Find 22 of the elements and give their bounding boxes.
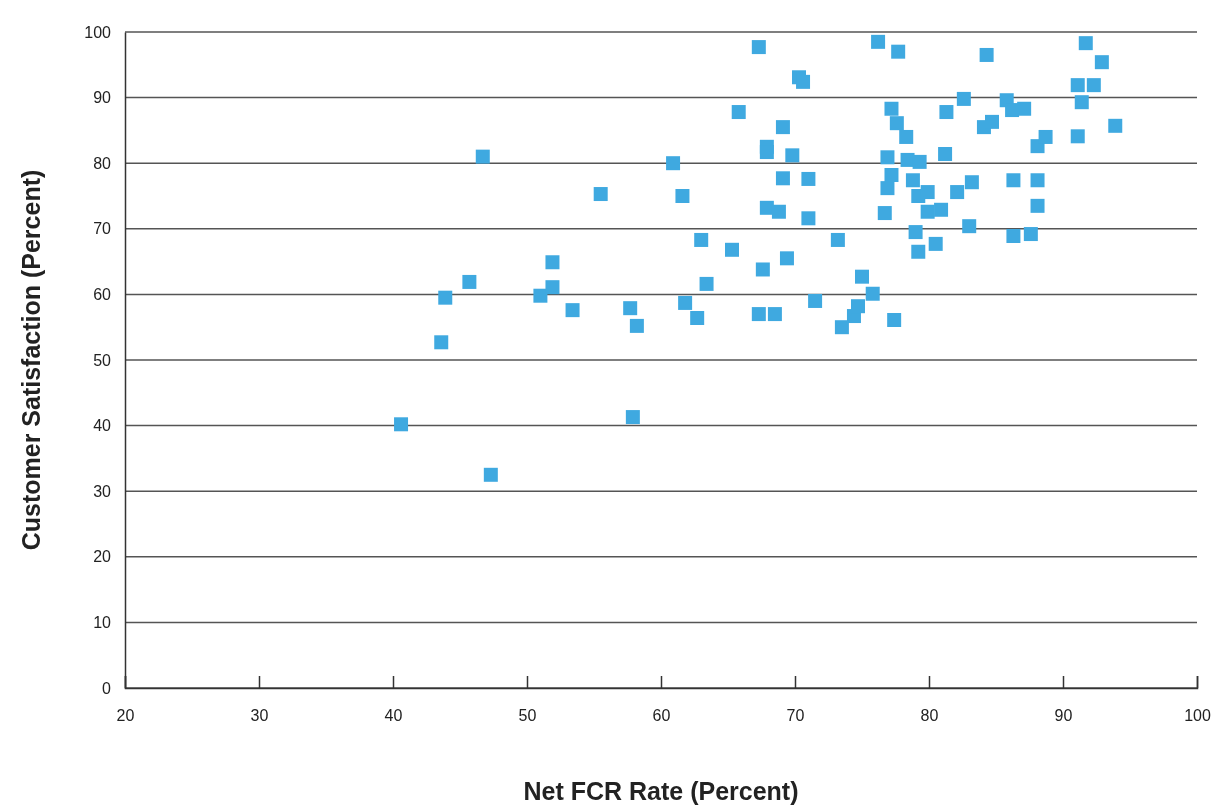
x-tick-label: 50 bbox=[518, 707, 537, 725]
y-tick-label: 40 bbox=[93, 417, 112, 435]
x-tick-label: 20 bbox=[116, 707, 135, 725]
y-tick-label: 50 bbox=[93, 351, 112, 369]
y-tick-label: 80 bbox=[93, 154, 112, 172]
y-tick-label: 60 bbox=[93, 286, 112, 304]
y-tick-label: 90 bbox=[93, 89, 112, 107]
x-tick-label: 90 bbox=[1054, 707, 1073, 725]
y-tick-label: 70 bbox=[93, 220, 112, 238]
x-tick-label: 40 bbox=[384, 707, 403, 725]
y-tick-label: 20 bbox=[93, 548, 112, 566]
x-tick-label: 100 bbox=[1184, 707, 1211, 725]
y-tick-label: 0 bbox=[102, 679, 112, 697]
x-tick-label: 60 bbox=[652, 707, 671, 725]
x-tick-label: 30 bbox=[250, 707, 269, 725]
y-tick-label: 10 bbox=[93, 614, 112, 632]
x-tick-label: 80 bbox=[920, 707, 939, 725]
y-axis-title: Customer Satisfaction (Percent) bbox=[17, 169, 45, 551]
x-axis-title: Net FCR Rate (Percent) bbox=[523, 777, 799, 805]
x-tick-label: 70 bbox=[786, 707, 805, 725]
y-tick-label: 30 bbox=[93, 482, 112, 500]
y-tick-label: 100 bbox=[84, 23, 112, 41]
